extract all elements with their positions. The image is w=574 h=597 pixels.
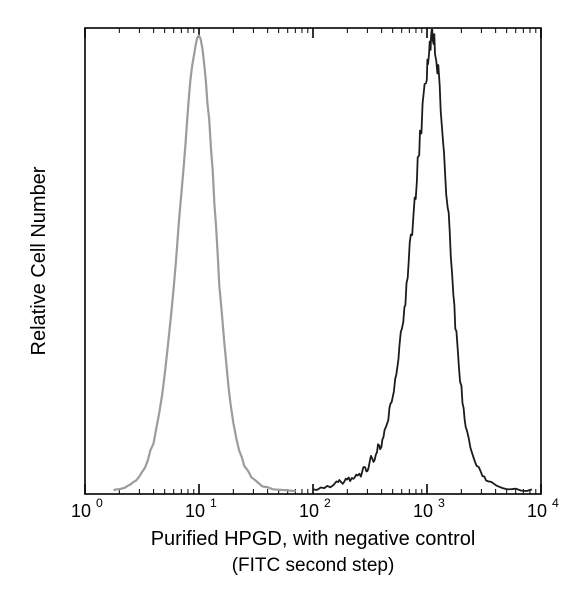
x-tick-sup: 4 [552, 496, 559, 510]
x-tick-base: 10 [299, 501, 319, 521]
x-tick-base: 10 [413, 501, 433, 521]
chart-container: 10 0 10 1 10 2 10 3 10 4 Purified HPGD, with negat… [0, 0, 574, 597]
x-tick-sup: 2 [324, 496, 331, 510]
x-axis-label-line2: (FITC second step) [232, 555, 395, 576]
x-tick-sup: 0 [96, 496, 103, 510]
x-tick-sup: 3 [438, 496, 445, 510]
curves-group [114, 26, 532, 492]
x-tick-base: 10 [185, 501, 205, 521]
curve-negative-control [114, 36, 296, 492]
x-tick-base: 10 [71, 501, 91, 521]
y-axis-label: Relative Cell Number [28, 166, 50, 355]
chart-svg: 10 0 10 1 10 2 10 3 10 4 Purified HPGD, with negat… [0, 0, 574, 597]
x-tick-base: 10 [527, 501, 547, 521]
x-tick-sup: 1 [210, 496, 217, 510]
curve-hpgd-sample [313, 26, 532, 492]
x-axis-label-line1: Purified HPGD, with negative control [151, 528, 476, 550]
